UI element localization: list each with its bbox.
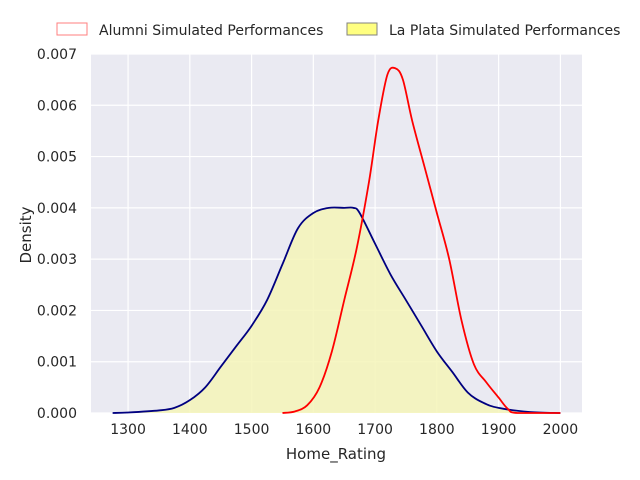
legend-swatch-la-plata — [346, 22, 378, 36]
x-tick-label: 1400 — [172, 422, 208, 438]
series-lines — [112, 66, 561, 414]
legend-label-alumni: Alumni Simulated Performances — [99, 23, 323, 39]
series-line-0 — [282, 66, 561, 414]
series-fill-1 — [112, 207, 561, 413]
legend: Alumni Simulated Performances La Plata S… — [56, 22, 620, 39]
x-tick-label: 1700 — [357, 422, 393, 438]
x-tick-labels: 1300 1400 1500 1600 1700 1800 1900 2000 — [110, 422, 578, 438]
x-tick-label: 1500 — [234, 422, 270, 438]
series-fills — [112, 207, 561, 413]
x-tick-label: 1600 — [296, 422, 332, 438]
y-tick-label: 0.003 — [37, 252, 77, 268]
y-tick-labels: 0.000 0.001 0.002 0.003 0.004 0.005 0.006 0.007 — [37, 47, 77, 422]
series-line-1 — [112, 206, 561, 414]
y-tick-label: 0.000 — [37, 406, 77, 422]
y-tick-label: 0.007 — [37, 47, 77, 63]
y-tick-label: 0.001 — [37, 355, 77, 371]
x-tick-label: 2000 — [543, 422, 579, 438]
legend-swatch-alumni — [56, 22, 88, 36]
y-tick-label: 0.004 — [37, 201, 77, 217]
y-axis-label: Density — [17, 206, 35, 263]
legend-label-la-plata: La Plata Simulated Performances — [389, 23, 620, 39]
x-tick-label: 1800 — [419, 422, 455, 438]
y-tick-label: 0.002 — [37, 303, 77, 319]
y-tick-label: 0.005 — [37, 150, 77, 166]
y-tick-label: 0.006 — [37, 98, 77, 114]
x-tick-label: 1300 — [110, 422, 146, 438]
x-tick-label: 1900 — [481, 422, 517, 438]
x-axis-label: Home_Rating — [286, 445, 386, 464]
